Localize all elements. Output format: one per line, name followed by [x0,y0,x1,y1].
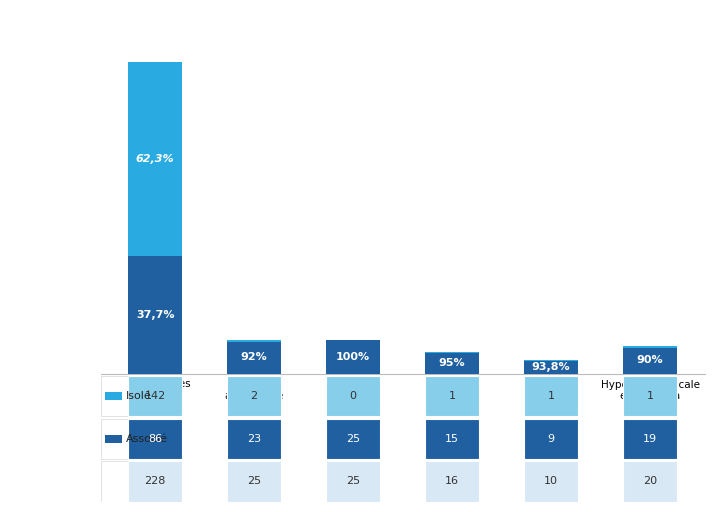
FancyBboxPatch shape [425,376,480,416]
Text: 19: 19 [643,434,657,444]
Text: 86: 86 [148,434,162,444]
Bar [524,361,578,374]
Text: 0: 0 [349,391,357,401]
Bar [227,339,281,343]
Bar [425,352,480,353]
FancyBboxPatch shape [623,461,677,502]
Bar [105,392,122,400]
Text: 2: 2 [250,391,257,401]
Bar [227,343,281,374]
FancyBboxPatch shape [524,376,578,416]
FancyBboxPatch shape [128,461,183,502]
FancyBboxPatch shape [326,461,380,502]
Text: 10: 10 [544,477,558,486]
Text: 93,8%: 93,8% [532,362,570,372]
Bar [105,435,122,443]
FancyBboxPatch shape [326,419,380,459]
Text: 15: 15 [445,434,459,444]
Text: Associé: Associé [125,434,168,444]
Text: 90%: 90% [637,355,664,365]
FancyBboxPatch shape [623,419,677,459]
Text: 1: 1 [548,391,554,401]
FancyBboxPatch shape [227,376,281,416]
Text: 25: 25 [247,477,261,486]
Text: 228: 228 [145,477,166,486]
Text: 95%: 95% [439,358,465,368]
Bar [326,339,380,374]
FancyBboxPatch shape [128,419,183,459]
FancyBboxPatch shape [326,376,380,416]
FancyBboxPatch shape [524,461,578,502]
FancyBboxPatch shape [101,419,148,459]
FancyBboxPatch shape [623,376,677,416]
FancyBboxPatch shape [524,419,578,459]
Bar [128,62,183,257]
Bar [425,353,480,374]
FancyBboxPatch shape [227,461,281,502]
Bar [524,360,578,361]
Text: 62,3%: 62,3% [136,154,175,164]
Bar [623,348,677,374]
FancyBboxPatch shape [425,419,480,459]
FancyBboxPatch shape [128,376,183,416]
Text: 1: 1 [449,391,456,401]
Text: 142: 142 [145,391,166,401]
FancyBboxPatch shape [101,376,148,416]
Text: 9: 9 [548,434,555,444]
Bar [128,257,183,374]
Text: 100%: 100% [336,352,370,361]
Text: 92%: 92% [241,352,267,361]
Text: 20: 20 [643,477,657,486]
FancyBboxPatch shape [425,461,480,502]
FancyBboxPatch shape [101,461,148,502]
Text: 25: 25 [346,434,360,444]
Text: 25: 25 [346,477,360,486]
Bar [623,347,677,348]
Text: 16: 16 [445,477,459,486]
Text: 37,7%: 37,7% [136,310,175,320]
FancyBboxPatch shape [227,419,281,459]
Text: 23: 23 [247,434,261,444]
Text: 1: 1 [646,391,654,401]
Text: Isolé: Isolé [125,391,151,401]
